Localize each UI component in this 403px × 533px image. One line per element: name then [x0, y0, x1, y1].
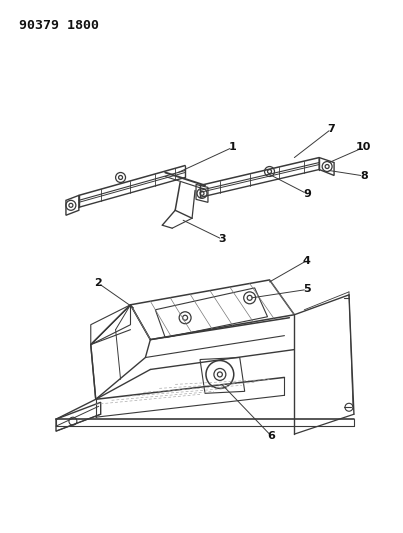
Text: 2: 2: [94, 278, 102, 288]
Text: 9: 9: [303, 189, 311, 199]
Text: 8: 8: [360, 171, 368, 181]
Text: 5: 5: [303, 285, 311, 294]
Text: 4: 4: [303, 255, 311, 265]
Text: 7: 7: [328, 124, 335, 134]
Text: 3: 3: [219, 235, 226, 245]
Text: 1: 1: [229, 142, 237, 152]
Text: 90379 1800: 90379 1800: [19, 19, 99, 33]
Text: 6: 6: [268, 431, 276, 441]
Text: 10: 10: [356, 142, 371, 152]
